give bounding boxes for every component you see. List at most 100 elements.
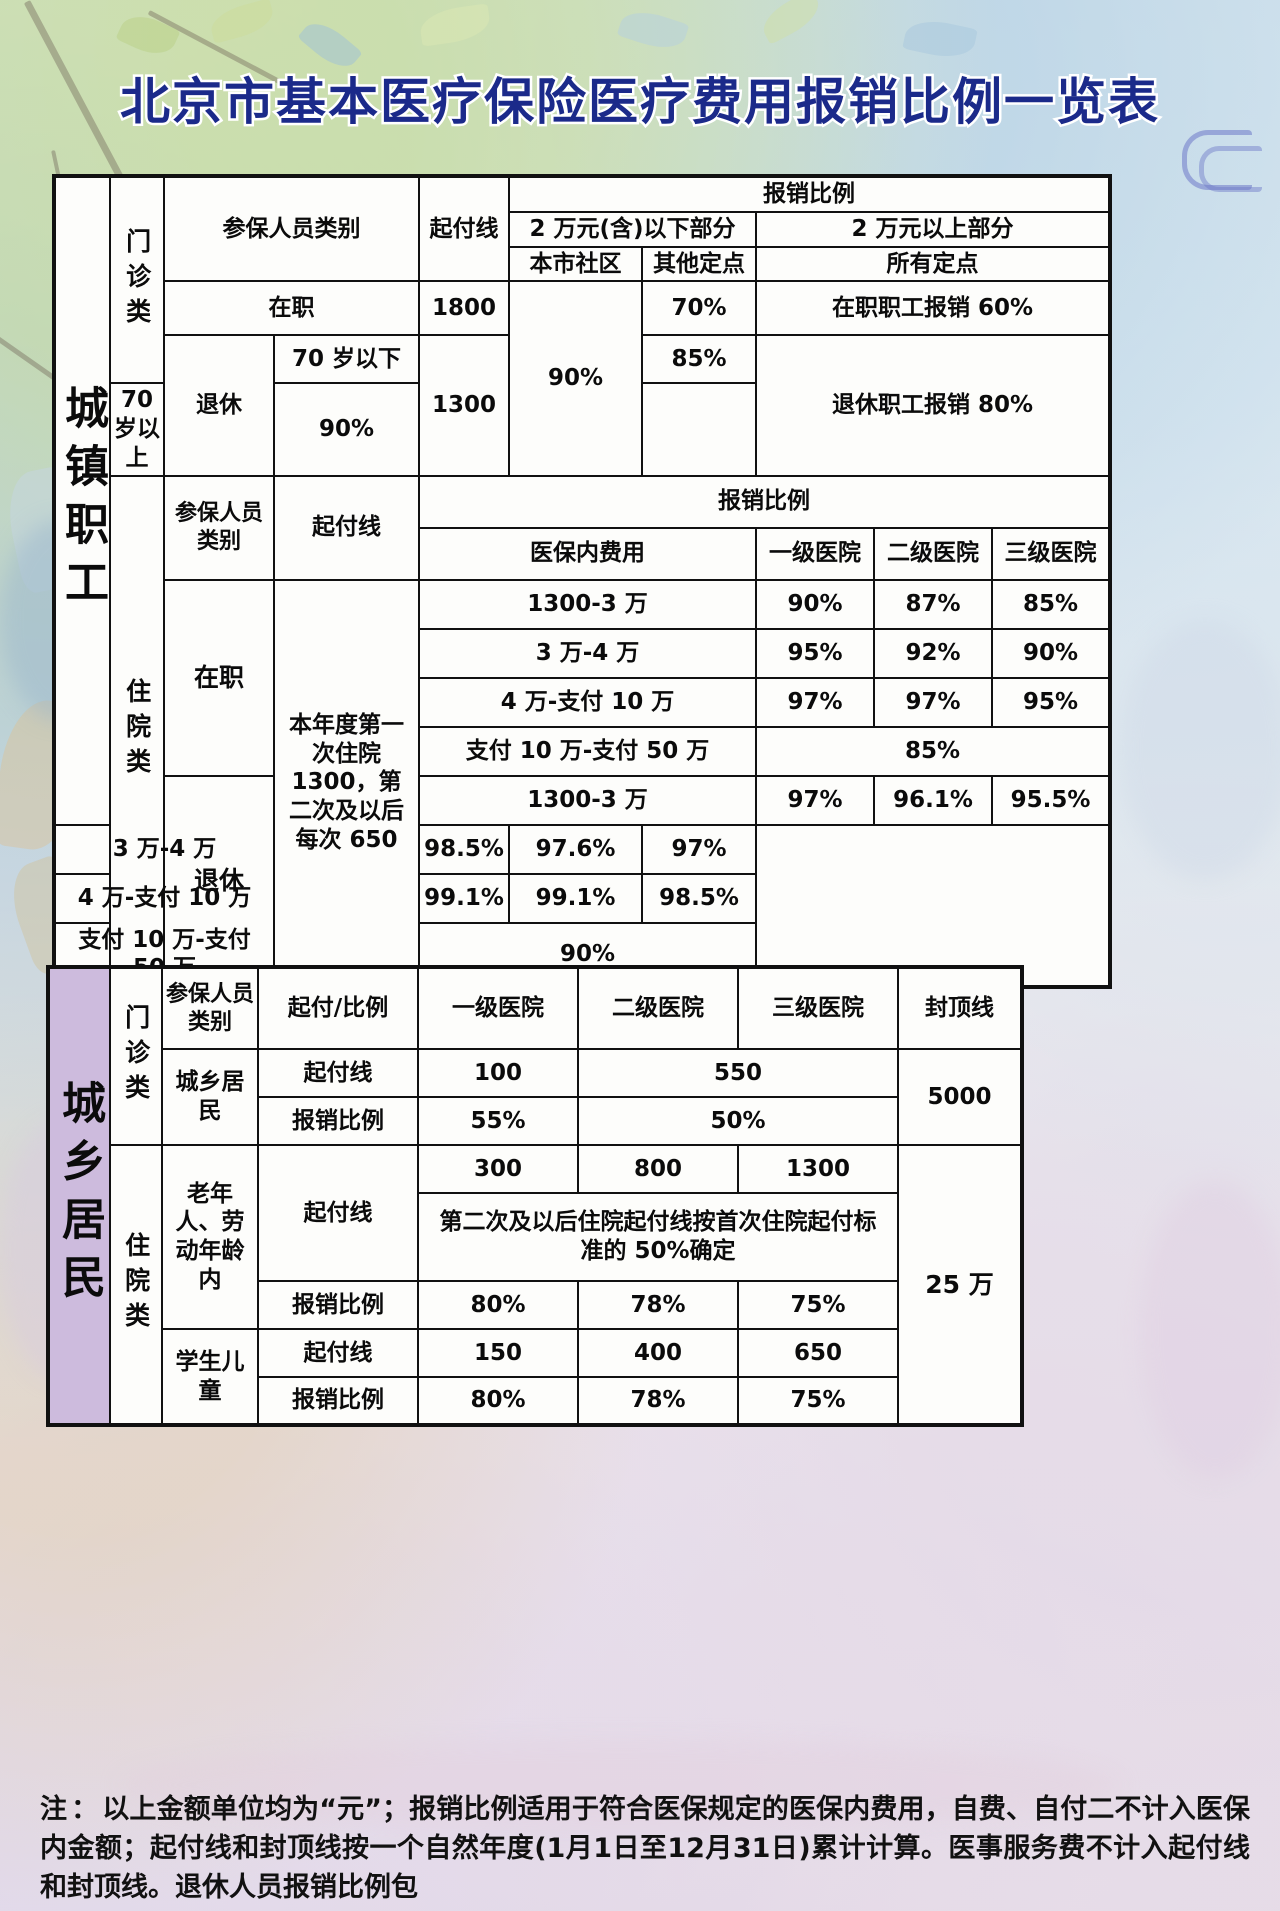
- category-inpatient-resident: 住院类: [109, 1144, 163, 1426]
- header-level2: 二级医院: [873, 526, 993, 581]
- header-other-designated: 其他定点: [641, 245, 757, 283]
- table-row: 在职 1800 90% 70% 在职职工报销 60%: [54, 280, 1112, 477]
- footnote-label: 注：: [40, 1794, 103, 1825]
- table-row: 学生儿童 起付线 150 400 650: [48, 1328, 1022, 1426]
- cell-deductible-student-l1: 150: [417, 1328, 579, 1378]
- header-over-20k: 2 万元以上部分: [754, 210, 1112, 248]
- cell-l1: 99.1%: [418, 872, 510, 924]
- table-row: 城乡居民 门诊类 参保人员类别 起付/比例 一级医院 二级医院 三级医院 封顶线: [47, 966, 1023, 1426]
- table-row: 住院类 参保人员类别 起付线 报销比例: [54, 474, 1112, 988]
- cell-l2: 97%: [873, 676, 993, 728]
- cell-inpatient-active-label: 在职: [163, 578, 275, 777]
- cell-other-ratio-over70: 90%: [273, 382, 420, 477]
- cell-range-span: 支付 10 万-支付 50 万: [418, 725, 757, 777]
- header-member-type-inpatient: 参保人员类别: [163, 474, 275, 581]
- paperclip-icon: [1182, 130, 1262, 192]
- cell-other-ratio-under70: 85%: [641, 334, 757, 385]
- table-row: 2 万元(含)以下部分 2 万元以上部分: [54, 210, 1112, 248]
- table-row: 住院类 老年人、劳动年龄内 起付线 300 800 1300 25 万: [48, 1144, 1023, 1426]
- cell-ratio-label: 报销比例: [257, 1096, 419, 1146]
- cell-deductible-l1: 100: [417, 1048, 579, 1098]
- cell-all-ratio-retired: 退休职工报销 80%: [754, 334, 1112, 477]
- table-row: 本市社区 其他定点 所有定点: [54, 245, 1112, 283]
- cell-member-type-active: 在职: [163, 280, 420, 337]
- cell-ratio-label-student: 报销比例: [257, 1376, 419, 1426]
- cell-deductible-student-l2: 400: [577, 1328, 739, 1378]
- table-row: 4 万-支付 10 万 97% 97% 95%: [54, 676, 1112, 728]
- cell-deductible-label-elderly: 起付线: [257, 1144, 419, 1282]
- cell-inpatient-deductible-text: 本年度第一次住院1300，第二次及以后每次 650: [273, 578, 420, 988]
- cell-l2: 96.1%: [873, 774, 993, 826]
- page-title: 北京市基本医疗保险医疗费用报销比例一览表: [118, 71, 1161, 134]
- table-row: 报销比例 55% 50%: [48, 1096, 1022, 1146]
- cell-all-ratio-active: 在职职工报销 60%: [754, 280, 1112, 337]
- cell-ratio-student-l3: 75%: [737, 1376, 899, 1426]
- table-row: 城镇职工 门诊类 参保人员类别 起付线 报销比例: [53, 174, 1112, 826]
- cell-ratio-label-elderly: 报销比例: [257, 1280, 419, 1330]
- cell-deductible-elderly-l3: 1300: [737, 1144, 899, 1194]
- cell-range: 3 万-4 万: [418, 627, 757, 679]
- table-row: 报销比例 80% 78% 75%: [48, 1376, 1022, 1426]
- cell-deductible-elderly-l2: 800: [577, 1144, 739, 1194]
- cell-ratio-elderly-l3: 75%: [737, 1280, 899, 1330]
- header-covered-cost: 医保内费用: [418, 526, 757, 581]
- employee-table-wrapper: 城镇职工 门诊类 参保人员类别 起付线 报销比例 2 万元(含)以下部分 2 万…: [52, 174, 1113, 989]
- cell-l3: 95%: [990, 676, 1112, 728]
- table-row: 支付 10 万-支付 50 万 85%: [54, 725, 1112, 777]
- header-under-20k: 2 万元(含)以下部分: [508, 210, 757, 248]
- header-level2-resident: 二级医院: [577, 966, 739, 1050]
- cell-l3: 98.5%: [641, 872, 757, 924]
- cell-l3: 95.5%: [990, 774, 1112, 826]
- cell-l2: 87%: [873, 578, 993, 630]
- cell-cap-inpatient: 25 万: [897, 1144, 1023, 1426]
- cell-l1: 90%: [755, 578, 875, 630]
- cell-deductible-elderly-l1: 300: [417, 1144, 579, 1194]
- table-row: 70 岁以上 90%: [54, 382, 1110, 477]
- resident-table-wrapper: 城乡居民 门诊类 参保人员类别 起付/比例 一级医院 二级医院 三级医院 封顶线…: [46, 965, 1024, 1427]
- side-caption-employee: 城镇职工: [53, 175, 111, 826]
- cell-range: 4 万-支付 10 万: [418, 676, 757, 728]
- header-member-type: 参保人员类别: [163, 174, 420, 283]
- table-row: 城乡居民 起付线 100 550 5000: [48, 1048, 1023, 1146]
- cell-range: 1300-3 万: [418, 578, 757, 630]
- cell-l3: 85%: [990, 578, 1112, 630]
- cell-ratio-elderly-l1: 80%: [417, 1280, 579, 1330]
- header-local-community: 本市社区: [508, 245, 643, 283]
- wash-blot: [1140, 1180, 1280, 1480]
- cell-deductible-active: 1800: [418, 280, 510, 337]
- table-row: 4 万-支付 10 万 99.1% 99.1% 98.5%: [53, 872, 1110, 924]
- table-row: 退休 1300-3 万 97% 96.1% 95.5%: [54, 774, 1112, 988]
- table-row: 退休 70 岁以下 1300 85% 退休职工报销 80%: [54, 334, 1112, 477]
- side-caption-resident: 城乡居民: [47, 966, 111, 1426]
- cell-l1: 97%: [755, 774, 875, 826]
- wash-blot: [1120, 620, 1280, 880]
- cell-deductible-label: 起付线: [257, 1048, 419, 1098]
- header-all-designated: 所有定点: [754, 245, 1112, 283]
- header-deductible-inpatient: 起付线: [273, 474, 420, 581]
- table-row: 医保内费用 一级医院 二级医院 三级医院: [54, 526, 1112, 581]
- cell-ratio-student-l1: 80%: [417, 1376, 579, 1426]
- employee-table: 城镇职工 门诊类 参保人员类别 起付线 报销比例 2 万元(含)以下部分 2 万…: [52, 174, 1113, 989]
- cell-value-span: 85%: [754, 725, 1112, 777]
- cell-community-ratio: 90%: [508, 280, 643, 477]
- cell-age-under-70: 70 岁以下: [273, 334, 420, 385]
- cell-member-type-resident: 城乡居民: [161, 1048, 259, 1146]
- cell-cap-outpatient: 5000: [897, 1048, 1023, 1146]
- cell-member-type-student: 学生儿童: [161, 1328, 259, 1426]
- category-outpatient: 门诊类: [109, 174, 165, 385]
- table-row: 在职 本年度第一次住院1300，第二次及以后每次 650 1300-3 万 90…: [54, 578, 1112, 988]
- cell-deductible-l23: 550: [577, 1048, 899, 1098]
- header-reimbursement-ratio: 报销比例: [507, 175, 1112, 213]
- cell-deductible-label-student: 起付线: [257, 1328, 419, 1378]
- cell-l2: 99.1%: [508, 872, 643, 924]
- header-level3: 三级医院: [990, 526, 1112, 581]
- resident-table: 城乡居民 门诊类 参保人员类别 起付/比例 一级医院 二级医院 三级医院 封顶线…: [46, 965, 1024, 1427]
- cell-range: 1300-3 万: [418, 774, 757, 826]
- header-level1-resident: 一级医院: [417, 966, 579, 1050]
- table-row: 3 万-4 万 98.5% 97.6% 97%: [53, 823, 1110, 875]
- cell-member-type-retired: 退休: [163, 334, 275, 477]
- cell-ratio-l1: 55%: [417, 1096, 579, 1146]
- footnote: 注：以上金额单位均为“元”；报销比例适用于符合医保规定的医保内费用，自费、自付二…: [40, 1790, 1250, 1907]
- wash-blot: [120, 1740, 1120, 1830]
- cell-l1: 95%: [755, 627, 875, 679]
